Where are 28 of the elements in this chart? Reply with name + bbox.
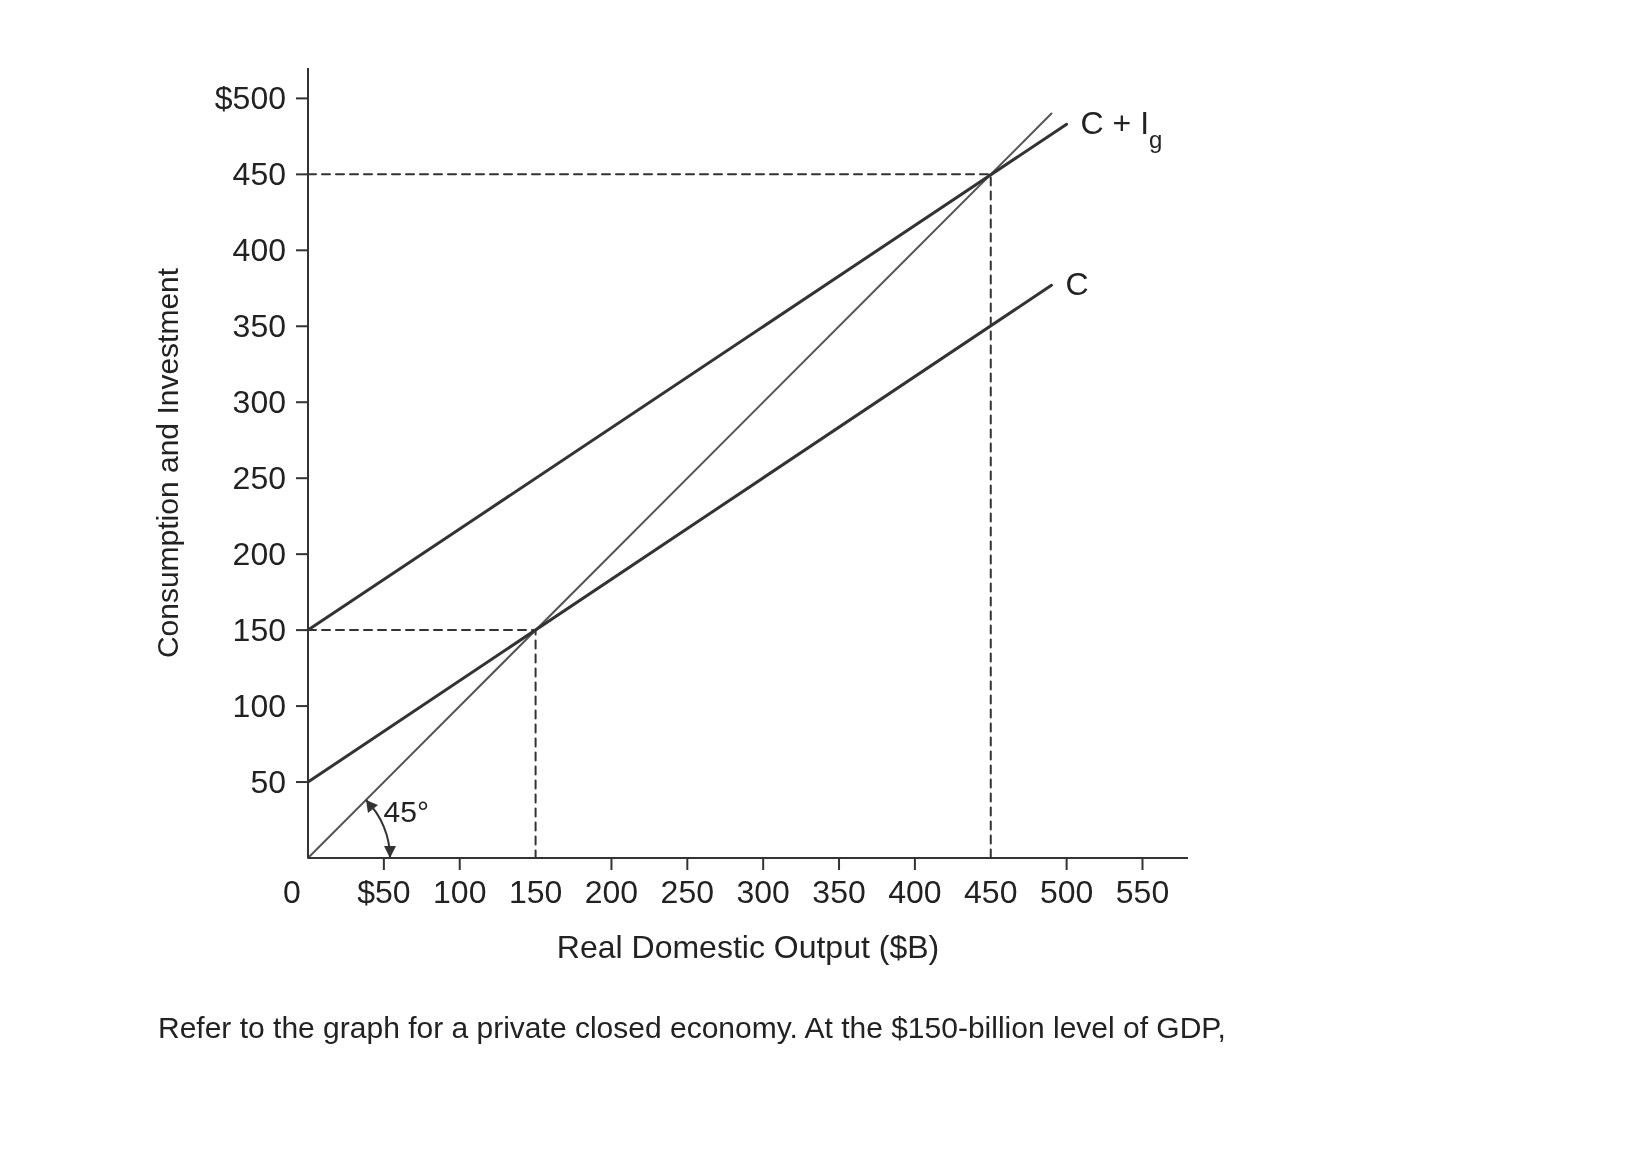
x-axis-title: Real Domestic Output ($B) bbox=[556, 929, 940, 965]
x-tick-label: 150 bbox=[508, 874, 563, 910]
x-tick-label: 550 bbox=[1115, 874, 1170, 910]
y-axis-title: Consumption and Investment bbox=[151, 267, 184, 659]
x-tick-label: 100 bbox=[433, 874, 487, 910]
y-tick-label: 400 bbox=[232, 232, 286, 269]
x-tick-label: $50 bbox=[357, 874, 411, 910]
y-tick-label: 300 bbox=[232, 384, 286, 421]
y-tick-label: 350 bbox=[232, 308, 286, 345]
text: Refer to the graph for a private closed economy. At the $150-billion level of GDP, bbox=[158, 1011, 1226, 1044]
y-tick-label: $500 bbox=[214, 80, 286, 117]
y-tick-label: 200 bbox=[232, 536, 286, 573]
series-label: C bbox=[1065, 266, 1089, 303]
x-tick-label: 300 bbox=[736, 874, 790, 910]
x-tick-label: 250 bbox=[660, 874, 715, 910]
series-label: C + I$_{g}$ bbox=[1080, 105, 1163, 153]
annotation: 45° bbox=[383, 795, 429, 829]
y-tick-label: 50 bbox=[250, 764, 286, 801]
x-tick-label: 500 bbox=[1039, 874, 1094, 910]
y-tick-label: 150 bbox=[232, 612, 286, 649]
y-tick-label: 250 bbox=[232, 460, 286, 497]
x-tick-label: 400 bbox=[888, 874, 942, 910]
y-tick-label: 100 bbox=[232, 688, 286, 725]
x-tick-label: 450 bbox=[964, 874, 1018, 910]
x-tick-label: 200 bbox=[584, 874, 639, 910]
x-tick-label: 0 bbox=[283, 874, 301, 910]
x-tick-label: 350 bbox=[812, 874, 866, 910]
y-tick-label: 450 bbox=[232, 156, 286, 193]
